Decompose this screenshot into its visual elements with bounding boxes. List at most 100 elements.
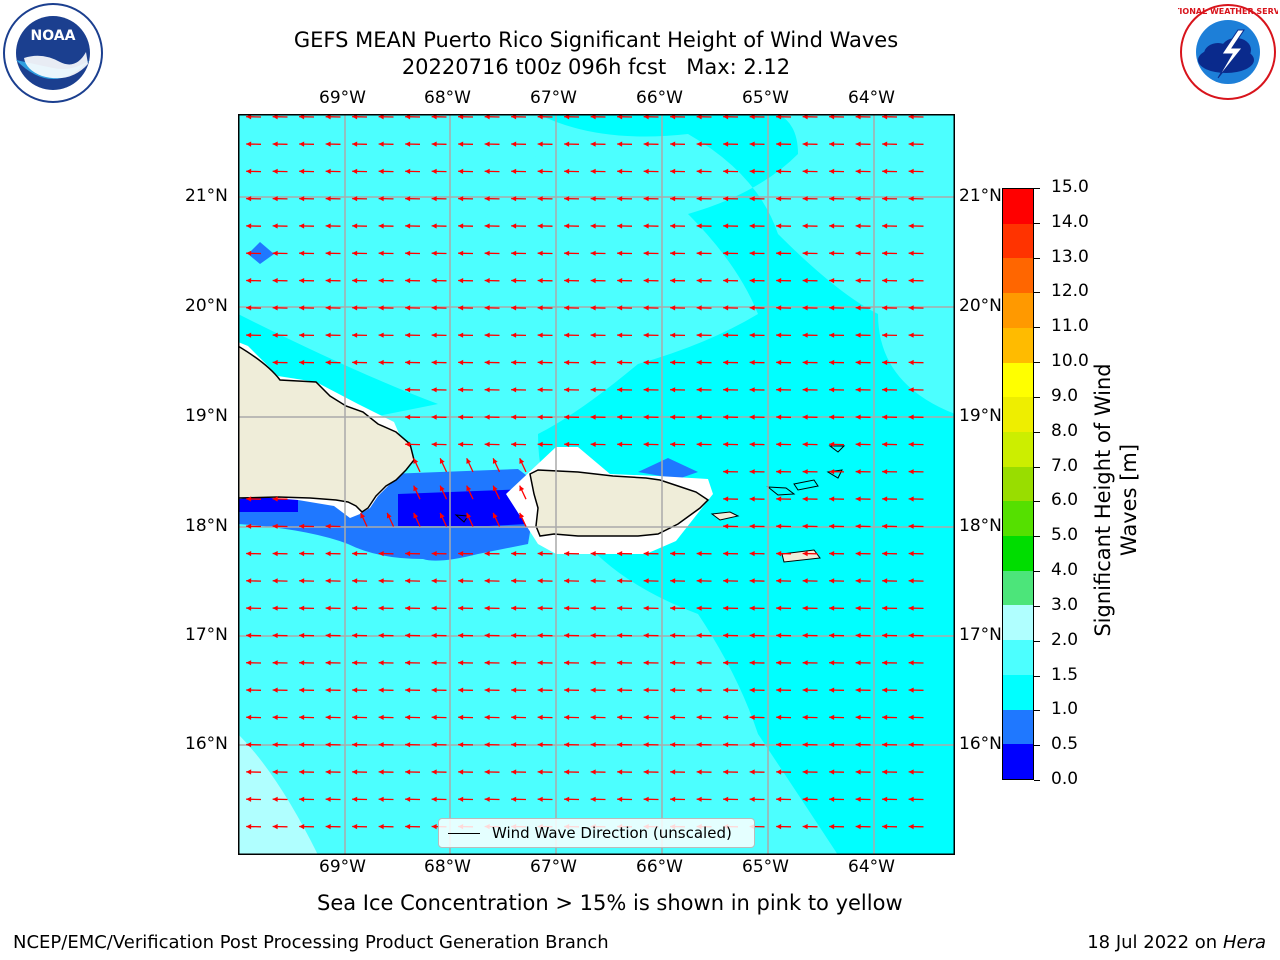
arrow-head — [466, 485, 472, 492]
arrow-head — [776, 550, 782, 557]
arrow-head — [272, 796, 278, 802]
arrow-head — [617, 578, 623, 584]
arrow-head — [564, 141, 570, 147]
arrow-head — [537, 196, 543, 202]
arrow-head — [511, 441, 517, 447]
colorbar-tick-mark — [1034, 640, 1040, 642]
arrow-head — [352, 687, 358, 693]
arrow-head — [802, 359, 808, 366]
arrow-head — [458, 714, 464, 720]
arrow-head — [325, 305, 331, 311]
arrow-head — [378, 359, 384, 366]
arrow-head — [299, 196, 305, 202]
arrow-head — [431, 823, 437, 830]
arrow-head — [431, 796, 437, 802]
map-frame — [238, 114, 955, 855]
arrow-head — [776, 168, 782, 174]
arrow-head — [246, 141, 252, 147]
arrow-head — [299, 305, 305, 311]
arrow-head — [590, 223, 596, 229]
arrow-head — [723, 469, 729, 475]
arrow-head — [590, 796, 596, 802]
arrow-head — [802, 332, 808, 338]
arrow-head — [458, 250, 464, 256]
arrow-head — [537, 414, 543, 420]
arrow-head — [696, 769, 702, 775]
hispaniola-coast — [237, 344, 415, 513]
arrow-head — [405, 578, 411, 584]
arrow-head — [749, 687, 755, 693]
arrow-head — [696, 742, 702, 748]
arrow-head — [776, 414, 782, 420]
arrow-head — [590, 660, 596, 666]
colorbar-tick-label: 9.0 — [1051, 385, 1079, 406]
arrow-head — [590, 277, 596, 284]
arrow-head — [696, 632, 702, 639]
arrow-head — [670, 605, 676, 611]
arrow-head — [458, 660, 464, 666]
arrow-head — [590, 414, 596, 420]
arrow-head — [537, 796, 543, 802]
arrow-head — [643, 332, 649, 338]
arrow-head — [484, 359, 490, 366]
arrow-head — [431, 660, 437, 666]
arrow-head — [431, 250, 437, 256]
arrow-head — [564, 387, 570, 393]
arrow-head — [696, 250, 702, 256]
arrow-head — [299, 578, 305, 584]
arrow-head — [299, 523, 305, 529]
arrow-head — [325, 823, 331, 830]
arrow-head — [272, 196, 278, 202]
arrow-head — [299, 168, 305, 174]
arrow-head — [855, 714, 861, 720]
colorbar-tick-mark — [1034, 675, 1040, 677]
arrow-head — [670, 742, 676, 748]
colorbar-tick-mark — [1034, 396, 1040, 398]
arrow-head — [617, 714, 623, 720]
arrow-head — [564, 714, 570, 720]
arrow-head — [484, 660, 490, 666]
arrow-head — [855, 550, 861, 557]
arrow-head — [617, 632, 623, 639]
virgin-islands — [766, 486, 796, 496]
arrow-head — [643, 605, 649, 611]
arrow-head — [352, 359, 358, 366]
arrow-head — [299, 141, 305, 147]
arrow-head — [882, 141, 888, 147]
arrow-head — [352, 277, 358, 284]
arrow-head — [670, 196, 676, 202]
arrow-head — [802, 605, 808, 611]
arrow-head — [272, 305, 278, 311]
arrow-head — [802, 660, 808, 666]
arrow-head — [723, 141, 729, 147]
arrow-head — [882, 714, 888, 720]
arrow-head — [386, 512, 392, 519]
arrow-head — [405, 796, 411, 802]
arrow-head — [749, 414, 755, 420]
arrow-head — [643, 414, 649, 420]
colorbar-tick-mark — [1034, 466, 1040, 468]
arrow-head — [537, 305, 543, 311]
lat-label-left: 16°N — [185, 734, 228, 754]
arrow-head — [829, 332, 835, 338]
arrow-head — [405, 141, 411, 147]
arrow-head — [511, 550, 517, 557]
arrow-head — [696, 196, 702, 202]
arrow-head — [749, 469, 755, 475]
arrow-head — [749, 223, 755, 229]
lon-label-top: 68°W — [424, 88, 471, 108]
lat-label-left: 21°N — [185, 186, 228, 206]
puerto-rico-coast — [529, 469, 710, 537]
arrow-head — [829, 742, 835, 748]
arrow-head — [696, 660, 702, 666]
arrow-head — [458, 441, 464, 447]
arrow-head — [378, 332, 384, 338]
arrow-head — [484, 605, 490, 611]
arrow-head — [829, 523, 835, 529]
arrow-head — [749, 332, 755, 338]
arrow-head — [458, 687, 464, 693]
arrow-head — [643, 250, 649, 256]
arrow-head — [458, 550, 464, 557]
arrow-head — [590, 632, 596, 639]
footer-left: NCEP/EMC/Verification Post Processing Pr… — [13, 932, 609, 953]
